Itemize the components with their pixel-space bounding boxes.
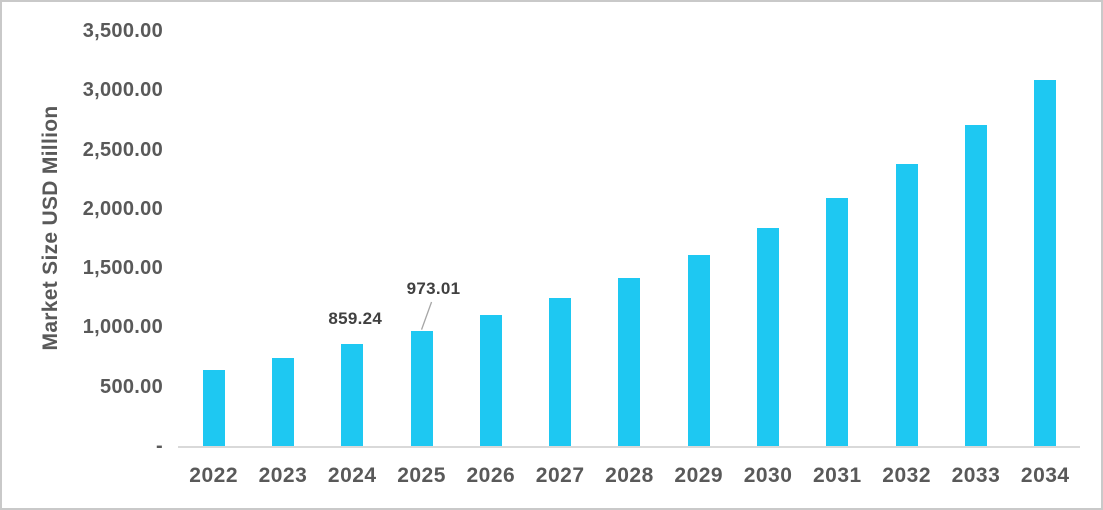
bar-2028 [618, 277, 641, 446]
bar-2030 [757, 227, 780, 446]
bar-2034 [1034, 80, 1057, 446]
x-tick-label: 2023 [258, 464, 308, 487]
y-tick-label: 500.00 [100, 375, 163, 398]
bar-2025 [410, 330, 433, 446]
x-tick-label: 2025 [397, 464, 446, 487]
x-tick-label: 2032 [882, 464, 931, 487]
data-label-2025: 973.01 [406, 279, 461, 298]
x-tick-label: 2028 [605, 464, 654, 487]
x-tick-label: 2022 [189, 464, 238, 487]
bar-2026 [479, 314, 502, 446]
x-tick-label: 2033 [951, 464, 1001, 487]
y-tick-label: 1,000.00 [82, 316, 163, 339]
y-tick-label: 3,500.00 [82, 20, 163, 42]
x-tick-label: 2027 [535, 464, 585, 487]
x-tick-label: 2034 [1020, 464, 1070, 487]
bar-2022 [202, 370, 225, 446]
bar-2027 [549, 297, 572, 446]
bar-2032 [895, 164, 918, 446]
bar-2023 [271, 358, 294, 446]
bar-2029 [687, 254, 710, 446]
y-tick-label: 2,000.00 [82, 197, 163, 220]
data-label-2024: 859.24 [328, 309, 383, 328]
x-tick-label: 2030 [743, 464, 793, 487]
y-tick-label: 2,500.00 [82, 138, 163, 161]
x-tick-label: 2024 [327, 464, 377, 487]
x-tick-label: 2026 [466, 464, 516, 487]
y-tick-label: 3,000.00 [82, 79, 163, 102]
bar-2031 [826, 197, 849, 446]
bar-2024 [341, 344, 364, 446]
bar-2033 [964, 125, 987, 446]
x-tick-label: 2031 [812, 464, 862, 487]
x-axis-line [178, 446, 1080, 448]
y-tick-label: 1,500.00 [82, 257, 163, 280]
y-tick-label: - [156, 435, 163, 457]
x-tick-label: 2029 [674, 464, 724, 487]
